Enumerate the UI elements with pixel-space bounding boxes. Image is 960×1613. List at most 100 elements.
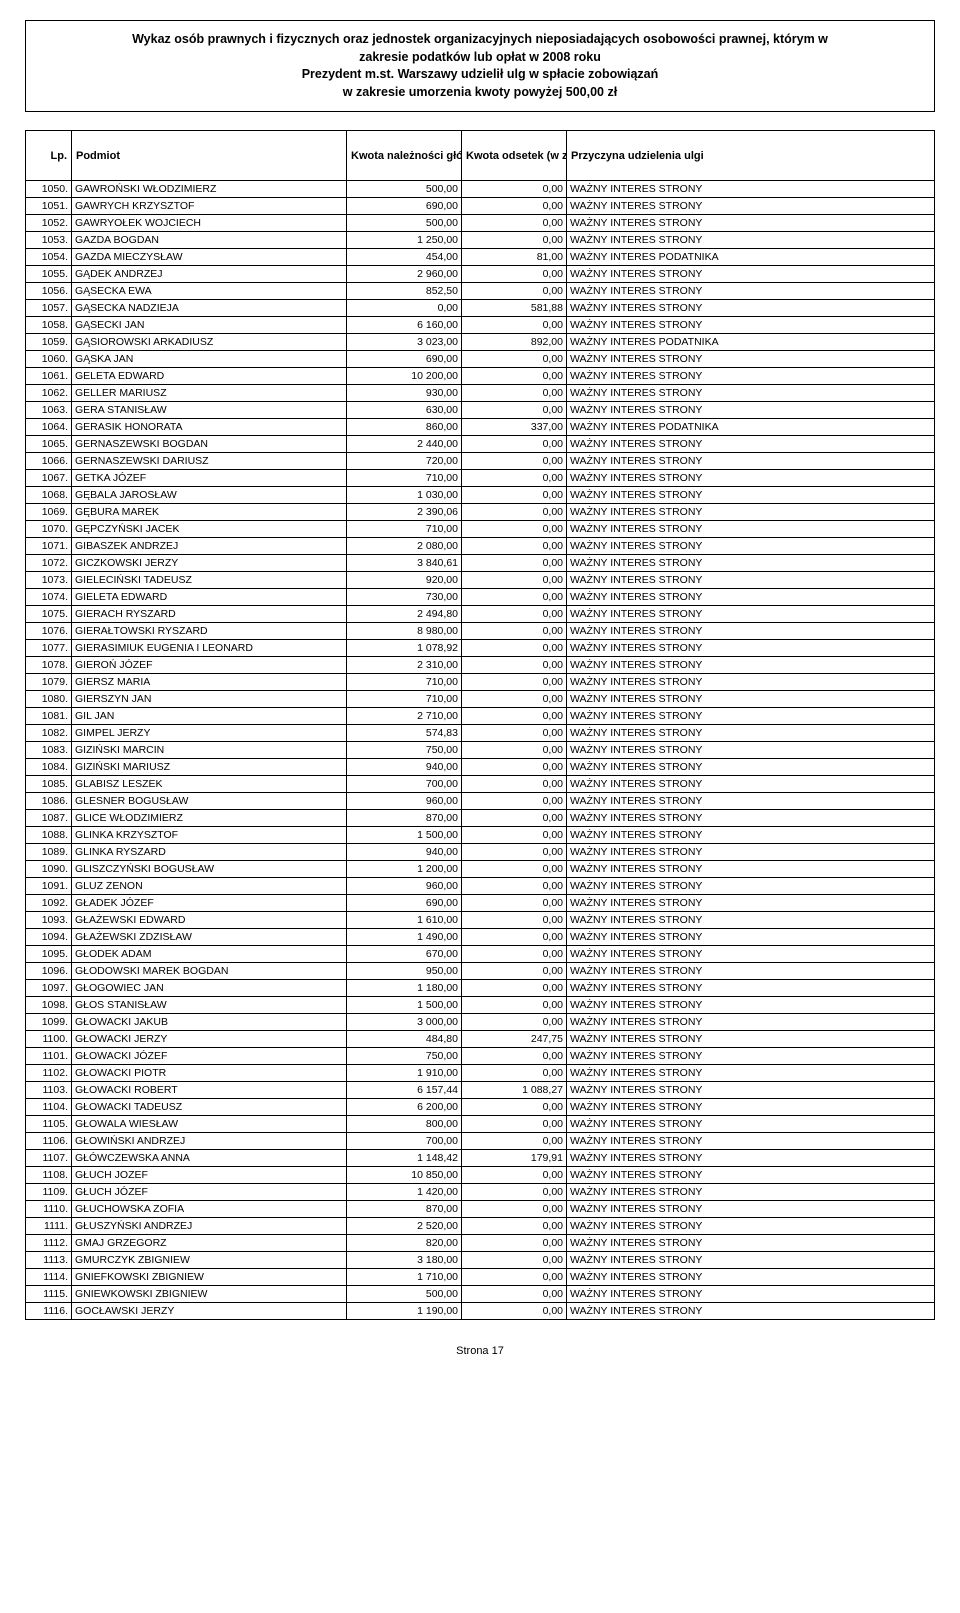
cell-podmiot: GŁÓWCZEWSKA ANNA xyxy=(72,1150,347,1167)
cell-odsetki: 0,00 xyxy=(462,1218,567,1235)
cell-przyczyna: WAŻNY INTERES STRONY xyxy=(567,1031,935,1048)
cell-odsetki: 81,00 xyxy=(462,249,567,266)
cell-podmiot: GĄSECKA EWA xyxy=(72,283,347,300)
cell-podmiot: GOCŁAWSKI JERZY xyxy=(72,1303,347,1320)
table-row: 1101.GŁOWACKI JÓZEF750,000,00WAŻNY INTER… xyxy=(26,1048,935,1065)
cell-naleznosc: 1 030,00 xyxy=(347,487,462,504)
cell-przyczyna: WAŻNY INTERES STRONY xyxy=(567,912,935,929)
cell-przyczyna: WAŻNY INTERES STRONY xyxy=(567,232,935,249)
cell-podmiot: GNIEWKOWSKI ZBIGNIEW xyxy=(72,1286,347,1303)
cell-naleznosc: 750,00 xyxy=(347,742,462,759)
cell-odsetki: 0,00 xyxy=(462,1235,567,1252)
cell-podmiot: GIBASZEK ANDRZEJ xyxy=(72,538,347,555)
cell-podmiot: GŁOWIŃSKI ANDRZEJ xyxy=(72,1133,347,1150)
table-row: 1115.GNIEWKOWSKI ZBIGNIEW500,000,00WAŻNY… xyxy=(26,1286,935,1303)
data-table: Lp. Podmiot Kwota należności głównej (w … xyxy=(25,130,935,1320)
header-line-3: Prezydent m.st. Warszawy udzielił ulg w … xyxy=(41,66,919,84)
cell-podmiot: GŁUSZYŃSKI ANDRZEJ xyxy=(72,1218,347,1235)
cell-przyczyna: WAŻNY INTERES STRONY xyxy=(567,691,935,708)
cell-naleznosc: 960,00 xyxy=(347,878,462,895)
cell-odsetki: 0,00 xyxy=(462,1048,567,1065)
cell-przyczyna: WAŻNY INTERES STRONY xyxy=(567,1286,935,1303)
table-row: 1098.GŁOS STANISŁAW1 500,000,00WAŻNY INT… xyxy=(26,997,935,1014)
cell-przyczyna: WAŻNY INTERES STRONY xyxy=(567,317,935,334)
col-header-przyczyna: Przyczyna udzielenia ulgi xyxy=(567,131,935,181)
table-row: 1114.GNIEFKOWSKI ZBIGNIEW1 710,000,00WAŻ… xyxy=(26,1269,935,1286)
cell-przyczyna: WAŻNY INTERES STRONY xyxy=(567,776,935,793)
cell-podmiot: GIERACH RYSZARD xyxy=(72,606,347,623)
cell-podmiot: GIEROŃ JÓZEF xyxy=(72,657,347,674)
cell-podmiot: GŁADEK JÓZEF xyxy=(72,895,347,912)
table-row: 1069.GĘBURA MAREK2 390,060,00WAŻNY INTER… xyxy=(26,504,935,521)
cell-lp: 1109. xyxy=(26,1184,72,1201)
cell-podmiot: GERA STANISŁAW xyxy=(72,402,347,419)
cell-przyczyna: WAŻNY INTERES STRONY xyxy=(567,674,935,691)
cell-podmiot: GAWROŃSKI WŁODZIMIERZ xyxy=(72,181,347,198)
cell-lp: 1096. xyxy=(26,963,72,980)
cell-lp: 1073. xyxy=(26,572,72,589)
cell-podmiot: GIZIŃSKI MARIUSZ xyxy=(72,759,347,776)
cell-przyczyna: WAŻNY INTERES STRONY xyxy=(567,844,935,861)
cell-lp: 1090. xyxy=(26,861,72,878)
cell-naleznosc: 940,00 xyxy=(347,759,462,776)
cell-naleznosc: 710,00 xyxy=(347,521,462,538)
cell-odsetki: 0,00 xyxy=(462,963,567,980)
cell-podmiot: GŁUCHOWSKA ZOFIA xyxy=(72,1201,347,1218)
cell-przyczyna: WAŻNY INTERES STRONY xyxy=(567,997,935,1014)
cell-naleznosc: 2 710,00 xyxy=(347,708,462,725)
cell-odsetki: 0,00 xyxy=(462,606,567,623)
cell-naleznosc: 750,00 xyxy=(347,1048,462,1065)
table-row: 1051.GAWRYCH KRZYSZTOF690,000,00WAŻNY IN… xyxy=(26,198,935,215)
table-row: 1092.GŁADEK JÓZEF690,000,00WAŻNY INTERES… xyxy=(26,895,935,912)
cell-lp: 1063. xyxy=(26,402,72,419)
cell-lp: 1088. xyxy=(26,827,72,844)
col-header-odsetki: Kwota odsetek (w zł) xyxy=(462,131,567,181)
cell-naleznosc: 500,00 xyxy=(347,181,462,198)
cell-odsetki: 0,00 xyxy=(462,827,567,844)
cell-podmiot: GELLER MARIUSZ xyxy=(72,385,347,402)
cell-lp: 1080. xyxy=(26,691,72,708)
cell-odsetki: 0,00 xyxy=(462,759,567,776)
cell-podmiot: GĄSIOROWSKI ARKADIUSZ xyxy=(72,334,347,351)
cell-przyczyna: WAŻNY INTERES PODATNIKA xyxy=(567,334,935,351)
cell-naleznosc: 700,00 xyxy=(347,1133,462,1150)
document-header: Wykaz osób prawnych i fizycznych oraz je… xyxy=(25,20,935,112)
cell-podmiot: GĄSKA JAN xyxy=(72,351,347,368)
table-row: 1072.GICZKOWSKI JERZY3 840,610,00WAŻNY I… xyxy=(26,555,935,572)
cell-przyczyna: WAŻNY INTERES STRONY xyxy=(567,1065,935,1082)
cell-przyczyna: WAŻNY INTERES STRONY xyxy=(567,827,935,844)
table-row: 1113.GMURCZYK ZBIGNIEW3 180,000,00WAŻNY … xyxy=(26,1252,935,1269)
cell-przyczyna: WAŻNY INTERES STRONY xyxy=(567,504,935,521)
cell-podmiot: GERASIK HONORATA xyxy=(72,419,347,436)
cell-przyczyna: WAŻNY INTERES STRONY xyxy=(567,708,935,725)
cell-podmiot: GŁAŻEWSKI EDWARD xyxy=(72,912,347,929)
cell-odsetki: 337,00 xyxy=(462,419,567,436)
table-row: 1108.GŁUCH JOZEF10 850,000,00WAŻNY INTER… xyxy=(26,1167,935,1184)
cell-przyczyna: WAŻNY INTERES STRONY xyxy=(567,793,935,810)
table-row: 1075.GIERACH RYSZARD2 494,800,00WAŻNY IN… xyxy=(26,606,935,623)
cell-naleznosc: 1 710,00 xyxy=(347,1269,462,1286)
cell-lp: 1084. xyxy=(26,759,72,776)
table-row: 1076.GIERAŁTOWSKI RYSZARD8 980,000,00WAŻ… xyxy=(26,623,935,640)
cell-naleznosc: 920,00 xyxy=(347,572,462,589)
table-row: 1085.GLABISZ LESZEK700,000,00WAŻNY INTER… xyxy=(26,776,935,793)
cell-podmiot: GLISZCZYŃSKI BOGUSŁAW xyxy=(72,861,347,878)
cell-lp: 1062. xyxy=(26,385,72,402)
table-row: 1064.GERASIK HONORATA860,00337,00WAŻNY I… xyxy=(26,419,935,436)
cell-odsetki: 0,00 xyxy=(462,351,567,368)
cell-naleznosc: 2 080,00 xyxy=(347,538,462,555)
cell-odsetki: 0,00 xyxy=(462,1201,567,1218)
cell-podmiot: GŁOWACKI TADEUSZ xyxy=(72,1099,347,1116)
table-row: 1112.GMAJ GRZEGORZ820,000,00WAŻNY INTERE… xyxy=(26,1235,935,1252)
cell-naleznosc: 2 310,00 xyxy=(347,657,462,674)
cell-lp: 1105. xyxy=(26,1116,72,1133)
cell-naleznosc: 454,00 xyxy=(347,249,462,266)
cell-naleznosc: 6 160,00 xyxy=(347,317,462,334)
cell-odsetki: 1 088,27 xyxy=(462,1082,567,1099)
cell-podmiot: GLICE WŁODZIMIERZ xyxy=(72,810,347,827)
cell-podmiot: GĄDEK ANDRZEJ xyxy=(72,266,347,283)
cell-lp: 1076. xyxy=(26,623,72,640)
table-row: 1111.GŁUSZYŃSKI ANDRZEJ2 520,000,00WAŻNY… xyxy=(26,1218,935,1235)
cell-naleznosc: 710,00 xyxy=(347,691,462,708)
cell-naleznosc: 870,00 xyxy=(347,1201,462,1218)
